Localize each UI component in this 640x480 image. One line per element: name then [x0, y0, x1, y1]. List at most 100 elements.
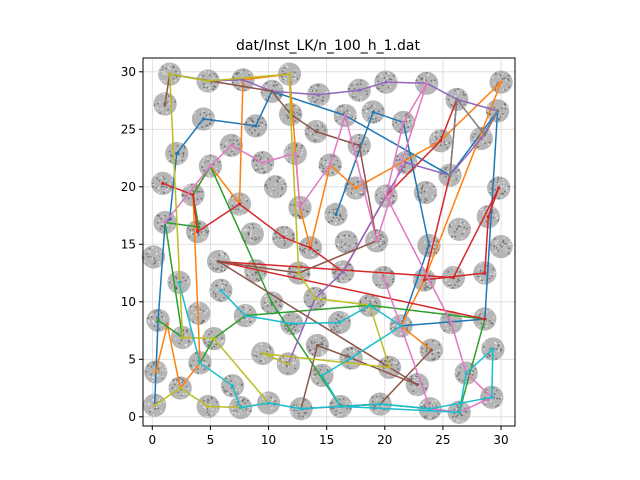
region-speckle [355, 242, 357, 245]
region-speckle [232, 142, 235, 145]
region-speckle [365, 297, 367, 300]
region-speckle [305, 270, 307, 273]
region-speckle [344, 246, 347, 249]
region-speckle [217, 170, 220, 172]
region-speckle [263, 95, 266, 98]
region-speckle [170, 281, 173, 284]
region-speckle [262, 392, 265, 395]
region-speckle [499, 244, 502, 247]
region-speckle [445, 99, 448, 102]
region-speckle [190, 307, 193, 310]
region-speckle [198, 304, 201, 306]
region-speckle [210, 160, 213, 163]
region-speckle [429, 355, 432, 358]
region-speckle [423, 287, 426, 289]
region-speckle [203, 88, 206, 91]
tour-point [197, 225, 201, 229]
region-speckle [359, 300, 362, 303]
region-speckle [338, 218, 340, 221]
region-speckle [381, 285, 384, 288]
region-speckle [186, 275, 189, 278]
region-speckle [369, 240, 372, 243]
region-speckle [250, 132, 253, 134]
region-speckle [326, 163, 329, 166]
region-speckle [332, 211, 335, 214]
region-speckle [204, 236, 206, 239]
region-speckle [311, 133, 314, 136]
region-speckle [336, 245, 339, 248]
region-speckle [293, 275, 296, 277]
region-speckle [456, 420, 459, 423]
region-speckle [335, 119, 338, 122]
region-speckle [214, 293, 217, 296]
tour-point [343, 113, 347, 118]
region-speckle [386, 369, 389, 371]
region-speckle [259, 121, 262, 124]
tour-point [163, 220, 167, 225]
region-speckle [213, 345, 216, 348]
region-speckle [163, 64, 166, 67]
region-speckle [208, 71, 210, 74]
region-speckle [385, 241, 388, 244]
region-speckle [343, 313, 346, 316]
region-speckle [208, 122, 211, 125]
region-speckle [224, 377, 227, 380]
region-speckle [161, 309, 164, 312]
tour-point [320, 373, 324, 377]
region-speckle [182, 151, 185, 154]
region-speckle [178, 142, 181, 145]
region-speckle [242, 230, 245, 233]
region-speckle [249, 121, 252, 124]
region-speckle [148, 320, 150, 322]
region-speckle [312, 244, 315, 247]
tour-point [354, 186, 358, 190]
region-speckle [259, 126, 262, 129]
region-speckle [424, 288, 427, 291]
region-speckle [488, 354, 491, 357]
region-speckle [366, 110, 368, 113]
region-speckle [488, 143, 490, 146]
region-speckle [298, 109, 301, 112]
tour-point [357, 143, 361, 147]
region-speckle [200, 197, 203, 200]
region-speckle [448, 184, 451, 187]
region-speckle [286, 156, 289, 159]
tour-point [254, 124, 258, 128]
region-speckle [175, 277, 178, 280]
region-speckle [486, 110, 489, 113]
region-speckle [322, 122, 325, 125]
region-speckle [366, 150, 369, 152]
region-speckle [431, 195, 434, 198]
region-speckle [317, 136, 319, 139]
region-speckle [169, 68, 171, 70]
region-speckle [317, 249, 320, 252]
region-speckle [450, 103, 453, 106]
region-speckle [497, 404, 500, 407]
region-speckle [389, 327, 392, 330]
region-speckle [387, 71, 390, 74]
region-speckle [426, 91, 428, 94]
region-speckle [395, 159, 398, 162]
region-speckle [403, 166, 406, 169]
region-speckle [285, 150, 288, 153]
tour-point [219, 288, 223, 292]
region-speckle [266, 393, 269, 395]
tour-point [243, 314, 247, 318]
region-speckle [451, 177, 454, 180]
region-speckle [250, 275, 253, 278]
region-speckle [161, 80, 163, 82]
region-speckle [232, 139, 235, 141]
region-speckle [353, 235, 356, 238]
region-speckle [261, 91, 264, 93]
region-speckle [210, 81, 213, 84]
region-speckle [245, 408, 248, 411]
region-speckle [207, 230, 210, 233]
region-speckle [474, 368, 477, 370]
region-speckle [236, 139, 239, 142]
region-speckle [167, 108, 169, 111]
region-speckle [215, 167, 218, 170]
region-speckle [367, 84, 370, 87]
region-speckle [288, 272, 291, 275]
region-speckle [256, 349, 259, 352]
region-speckle [330, 155, 333, 158]
